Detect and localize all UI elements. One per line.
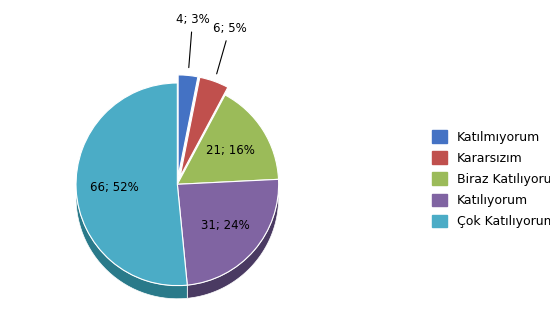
Wedge shape xyxy=(177,179,279,285)
Text: 4; 3%: 4; 3% xyxy=(175,14,210,68)
Text: 31; 24%: 31; 24% xyxy=(201,219,249,232)
Wedge shape xyxy=(180,77,228,177)
Text: 6; 5%: 6; 5% xyxy=(213,22,246,74)
Polygon shape xyxy=(187,179,279,298)
Text: 66; 52%: 66; 52% xyxy=(90,181,139,194)
Wedge shape xyxy=(178,75,198,176)
Polygon shape xyxy=(76,181,187,299)
Legend: Katılmıyorum, Kararsızım, Biraz Katılıyorum, Katılıyorum, Çok Katılıyorum: Katılmıyorum, Kararsızım, Biraz Katılıyo… xyxy=(426,124,550,235)
Wedge shape xyxy=(76,83,187,286)
Text: 21; 16%: 21; 16% xyxy=(206,144,255,157)
Wedge shape xyxy=(177,95,278,184)
